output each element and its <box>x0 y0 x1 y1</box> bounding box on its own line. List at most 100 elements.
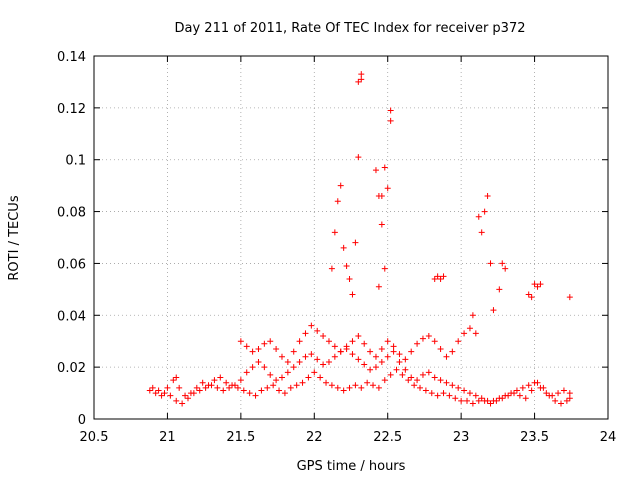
data-point <box>176 384 183 391</box>
y-axis-label: ROTI / TECUs <box>7 195 22 280</box>
data-point <box>425 333 432 340</box>
data-point <box>202 384 209 391</box>
data-point <box>337 182 344 189</box>
data-point <box>528 387 535 394</box>
data-point <box>431 338 438 345</box>
data-point <box>375 283 382 290</box>
data-point <box>408 374 415 381</box>
data-point <box>537 281 544 288</box>
data-point <box>182 392 189 399</box>
data-point <box>317 374 324 381</box>
data-point <box>340 244 347 251</box>
data-point <box>469 312 476 319</box>
data-point <box>475 213 482 220</box>
data-point <box>328 382 335 389</box>
data-point <box>334 198 341 205</box>
data-point <box>361 361 368 368</box>
data-point <box>566 395 573 402</box>
data-point <box>237 377 244 384</box>
y-tick-label: 0 <box>78 413 86 428</box>
data-point <box>352 239 359 246</box>
data-point <box>508 390 515 397</box>
data-point <box>384 185 391 192</box>
x-tick-label: 23 <box>453 430 470 445</box>
x-tick-label: 21 <box>159 430 176 445</box>
data-point <box>334 384 341 391</box>
chart-title: Day 211 of 2011, Rate Of TEC Index for r… <box>175 21 526 36</box>
data-point <box>370 382 377 389</box>
y-tick-labels: 0 0.02 0.04 0.06 0.08 0.1 0.12 0.14 <box>57 50 86 428</box>
data-point <box>249 348 256 355</box>
data-point <box>534 283 541 290</box>
data-point <box>419 371 426 378</box>
data-point <box>381 377 388 384</box>
data-point <box>458 397 465 404</box>
data-point <box>502 265 509 272</box>
data-point <box>358 76 365 83</box>
data-point <box>414 377 421 384</box>
data-point <box>384 338 391 345</box>
data-point <box>387 107 394 114</box>
data-point <box>293 382 300 389</box>
y-tick-label: 0.08 <box>57 206 86 221</box>
data-point <box>234 384 241 391</box>
y-tick-label: 0.14 <box>57 50 86 65</box>
data-point <box>190 390 197 397</box>
data-point <box>437 377 444 384</box>
data-point <box>461 387 468 394</box>
data-point <box>226 384 233 391</box>
data-point <box>223 379 230 386</box>
data-point <box>531 379 538 386</box>
data-point <box>428 390 435 397</box>
data-point <box>320 361 327 368</box>
data-point <box>402 366 409 373</box>
data-point <box>276 387 283 394</box>
data-point <box>402 356 409 363</box>
data-point <box>328 265 335 272</box>
data-point <box>552 397 559 404</box>
data-point <box>455 338 462 345</box>
data-point <box>302 330 309 337</box>
data-point <box>208 382 215 389</box>
data-point <box>434 273 441 280</box>
data-point <box>531 281 538 288</box>
data-point <box>308 351 315 358</box>
data-point <box>255 358 262 365</box>
data-point <box>375 384 382 391</box>
data-point <box>417 384 424 391</box>
data-points <box>146 71 573 407</box>
data-point <box>325 358 332 365</box>
data-point <box>411 382 418 389</box>
data-point <box>349 351 356 358</box>
x-tick-label: 24 <box>600 430 617 445</box>
data-point <box>405 377 412 384</box>
data-point <box>399 371 406 378</box>
data-point <box>396 358 403 365</box>
data-point <box>243 343 250 350</box>
x-axis-label: GPS time / hours <box>297 459 406 474</box>
data-point <box>390 348 397 355</box>
data-point <box>337 348 344 355</box>
plot-frame <box>93 55 609 420</box>
data-point <box>358 384 365 391</box>
data-point <box>425 369 432 376</box>
data-point <box>149 384 156 391</box>
data-point <box>414 340 421 347</box>
data-point <box>475 397 482 404</box>
data-point <box>290 364 297 371</box>
data-point <box>179 400 186 407</box>
data-point <box>461 330 468 337</box>
data-point <box>443 353 450 360</box>
data-point <box>243 369 250 376</box>
data-point <box>255 345 262 352</box>
data-point <box>496 286 503 293</box>
data-point <box>299 379 306 386</box>
data-point <box>440 273 447 280</box>
y-tick-label: 0.12 <box>57 102 86 117</box>
data-point <box>284 369 291 376</box>
data-point <box>196 387 203 394</box>
data-point <box>437 275 444 282</box>
data-point <box>381 164 388 171</box>
x-tick-label: 21.5 <box>226 430 255 445</box>
data-point <box>367 348 374 355</box>
